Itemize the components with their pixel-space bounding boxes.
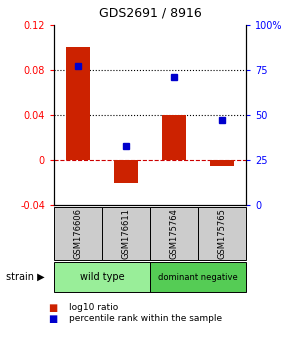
Text: GSM176606: GSM176606: [74, 208, 82, 259]
Text: wild type: wild type: [80, 272, 124, 282]
Text: dominant negative: dominant negative: [158, 273, 238, 281]
Text: GDS2691 / 8916: GDS2691 / 8916: [99, 6, 201, 19]
Text: GSM176611: GSM176611: [122, 208, 130, 259]
Text: GSM175764: GSM175764: [169, 208, 178, 259]
Text: GSM175765: GSM175765: [218, 208, 226, 259]
Bar: [210, 160, 234, 166]
Bar: [162, 115, 186, 160]
Bar: [114, 160, 138, 183]
Bar: [66, 47, 90, 160]
Text: ■: ■: [48, 314, 57, 324]
Text: strain ▶: strain ▶: [6, 272, 45, 282]
Text: percentile rank within the sample: percentile rank within the sample: [69, 314, 222, 323]
Text: ■: ■: [48, 303, 57, 313]
Text: log10 ratio: log10 ratio: [69, 303, 118, 313]
